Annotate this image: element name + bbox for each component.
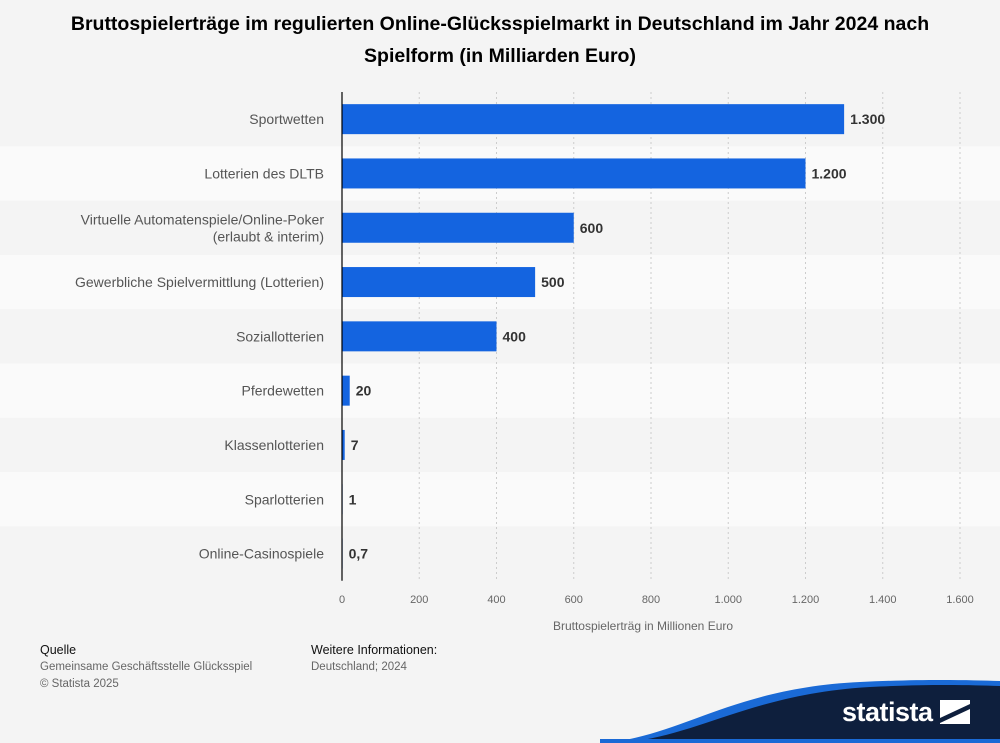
bar-value-label: 1.200 <box>812 165 847 181</box>
category-labels: Sportwetten Lotterien des DLTB Virtuelle A… <box>75 111 324 561</box>
row-band <box>0 472 1000 527</box>
bar-value-label: 20 <box>356 383 372 399</box>
bar-value-label: 600 <box>580 220 604 236</box>
x-tick-labels: 0 200 400 600 800 1.000 1.200 1.400 1.600 <box>339 594 974 606</box>
category-label: Online-Casinospiele <box>199 546 325 562</box>
copyright: © Statista 2025 <box>40 678 119 690</box>
bars <box>342 104 845 569</box>
source-heading: Quelle <box>40 643 77 657</box>
bar-value-label: 1.300 <box>850 111 885 127</box>
x-tick-label: 1.400 <box>869 594 897 606</box>
x-tick-label: 1.200 <box>792 594 820 606</box>
source-name[interactable]: Gemeinsame Geschäftsstelle Glücksspiel <box>40 661 253 673</box>
category-label: Lotterien des DLTB <box>204 165 324 181</box>
x-axis-title: Bruttospielerträg in Millionen Euro <box>553 619 733 633</box>
brand-wave <box>600 680 1000 743</box>
bar[interactable] <box>342 321 497 352</box>
row-bands <box>0 146 1000 527</box>
x-tick-label: 0 <box>339 594 345 606</box>
x-tick-label: 400 <box>487 594 505 606</box>
row-band <box>0 363 1000 418</box>
bar-value-label: 500 <box>541 274 565 290</box>
bar[interactable] <box>342 212 574 243</box>
category-label: Klassenlotterien <box>224 437 324 453</box>
statista-logo-icon <box>940 700 970 724</box>
bar-value-label: 0,7 <box>349 546 369 562</box>
category-label: Soziallotterien <box>236 328 324 344</box>
category-label: Sparlotterien <box>245 491 324 507</box>
info-text: Deutschland; 2024 <box>311 661 407 673</box>
x-tick-label: 1.000 <box>714 594 742 606</box>
bar[interactable] <box>342 104 845 135</box>
source-block: Quelle Gemeinsame Geschäftsstelle Glücks… <box>40 642 252 693</box>
info-heading: Weitere Informationen: <box>311 643 438 657</box>
x-tick-label: 1.600 <box>946 594 974 606</box>
category-label: Pferdewetten <box>242 383 325 399</box>
x-tick-label: 200 <box>410 594 428 606</box>
bar-chart: Sportwetten Lotterien des DLTB Virtuelle A… <box>0 92 1000 633</box>
bar[interactable] <box>342 158 806 189</box>
bar[interactable] <box>342 375 350 406</box>
category-label: Gewerbliche Spielvermittlung (Lotterien) <box>75 274 324 290</box>
category-label: Sportwetten <box>249 111 324 127</box>
statista-logo-text[interactable]: statista <box>842 697 933 727</box>
category-label: Virtuelle Automatenspiele/Online-Poker (e… <box>81 211 325 244</box>
bar[interactable] <box>342 429 345 460</box>
bar-value-label: 1 <box>349 491 357 507</box>
bar-value-label: 7 <box>351 437 359 453</box>
info-block: Weitere Informationen: Deutschland; 2024 <box>311 642 437 676</box>
x-tick-label: 600 <box>565 594 583 606</box>
bar[interactable] <box>342 267 536 298</box>
chart-title: Bruttospielerträge im regulierten Online… <box>70 13 930 67</box>
bar-value-label: 400 <box>503 328 527 344</box>
value-labels: 1.300 1.200 600 500 400 20 7 1 0,7 <box>349 111 886 561</box>
x-tick-label: 800 <box>642 594 660 606</box>
